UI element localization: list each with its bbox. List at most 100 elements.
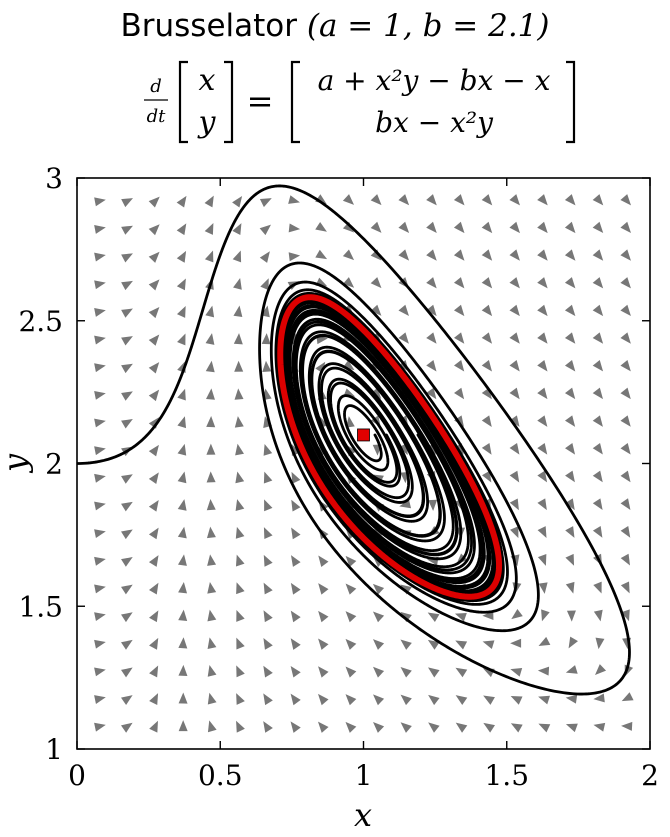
vector-field-arrow [565,526,575,538]
vector-field-arrow [509,221,520,234]
vector-field-arrow [206,416,216,428]
vector-field-arrow [94,390,106,400]
vector-field-arrow [620,221,631,234]
vector-field-arrow [233,305,243,318]
equals-sign: = [247,82,274,120]
vector-field-arrow [290,665,301,678]
vector-field-arrow [260,278,269,291]
vector-field-arrow [621,609,630,622]
vector-field-arrow [398,221,410,233]
vector-field-arrow [426,304,437,317]
vector-field-arrow [290,693,301,706]
vector-field-arrow [620,332,631,344]
vector-field-arrow [510,638,522,648]
vector-field-arrow [481,443,492,455]
vector-field-arrow [178,609,188,621]
vector-field-arrow [94,473,106,483]
vector-field-arrow [94,667,106,677]
vector-field-arrow [453,194,465,206]
vector-field-arrow [564,221,576,234]
vector-field-arrow [564,277,576,289]
vector-field-arrow [235,443,244,456]
vector-field-arrow [148,196,160,208]
vector-field-arrow [398,332,409,344]
vector-field-arrow [121,474,133,484]
vector-field-arrow [400,694,412,706]
vector-field-arrow [537,415,548,427]
vector-field-arrow [537,194,548,206]
vector-field-arrow [564,332,576,344]
vector-field-arrow [121,363,133,374]
vector-field-arrow [427,639,440,650]
vector-field-arrow [290,610,301,623]
vector-field-arrow [207,720,217,733]
lhs-right-bracket [224,60,234,144]
vector-field-arrow [481,249,493,261]
vector-field-arrow [205,333,215,345]
operator-numerator: d [150,76,162,97]
vector-field-arrow [94,501,106,511]
vector-field-arrow [178,637,188,649]
vector-field-arrow [263,527,273,540]
vector-field-arrow [428,499,438,511]
vector-field-arrow [372,611,385,623]
vector-field-arrow [148,444,159,457]
vector-field-arrow [148,362,160,374]
vector-field-arrow [178,664,188,677]
vector-field-arrow [427,612,440,622]
vector-field-arrow [564,360,576,372]
vector-field-arrow [455,722,468,733]
vector-field-arrow [233,333,243,345]
vector-field-arrow [370,304,382,316]
vector-field-arrow [592,470,603,483]
vector-field-arrow [121,501,133,512]
vector-field-arrow [205,388,215,400]
vector-field-arrow [537,304,548,317]
vector-field-arrow [428,722,440,733]
vector-field-arrow [372,639,385,650]
y-axis-label: y [0,453,34,474]
vector-field-arrow [592,360,604,372]
vector-field-arrow [94,197,106,207]
vector-field-arrow [345,694,357,706]
vector-field-arrow [566,610,576,622]
vector-field-arrow [148,279,160,291]
vector-field-arrow [426,249,437,261]
vector-field-arrow [94,280,106,290]
vector-field-arrow [426,194,437,206]
vector-field-arrow [177,443,187,456]
x-tick-label: 1 [355,759,373,792]
vector-field-arrow [620,304,631,317]
vector-field-arrow [455,695,468,706]
vector-field-arrow [263,610,273,623]
vector-field-arrow [204,195,214,208]
vector-field-arrow [620,360,631,372]
vector-field-arrow [511,608,523,620]
vector-field-arrow [592,442,603,455]
vector-field-arrow [620,525,631,538]
vector-field-arrow [510,526,519,539]
x-tick-label: 2 [641,759,659,792]
vector-field-arrow [568,636,578,649]
vector-field-arrow [204,250,214,263]
vector-field-arrow [564,194,576,206]
vector-field-arrow [94,639,106,649]
vector-field-arrow [537,666,550,676]
vector-field-arrow [121,695,133,706]
vector-field-arrow [592,194,604,206]
vector-field-arrow [149,637,159,650]
vector-field-arrow [288,223,301,233]
vector-field-arrow [94,722,106,732]
vector-field-arrow [318,666,329,678]
vector-field-arrow [345,416,355,428]
vector-field-arrow [288,252,301,262]
y-tick-label: 3 [45,162,63,195]
vector-field-arrow [592,526,603,538]
vector-field-arrow [148,499,159,512]
vector-field-arrow [234,416,244,428]
vector-field-arrow [564,387,576,400]
vector-field-arrow [510,696,523,705]
vector-field-arrow [235,471,245,484]
vector-field-arrow [94,335,106,345]
vector-field-arrow [345,666,357,678]
